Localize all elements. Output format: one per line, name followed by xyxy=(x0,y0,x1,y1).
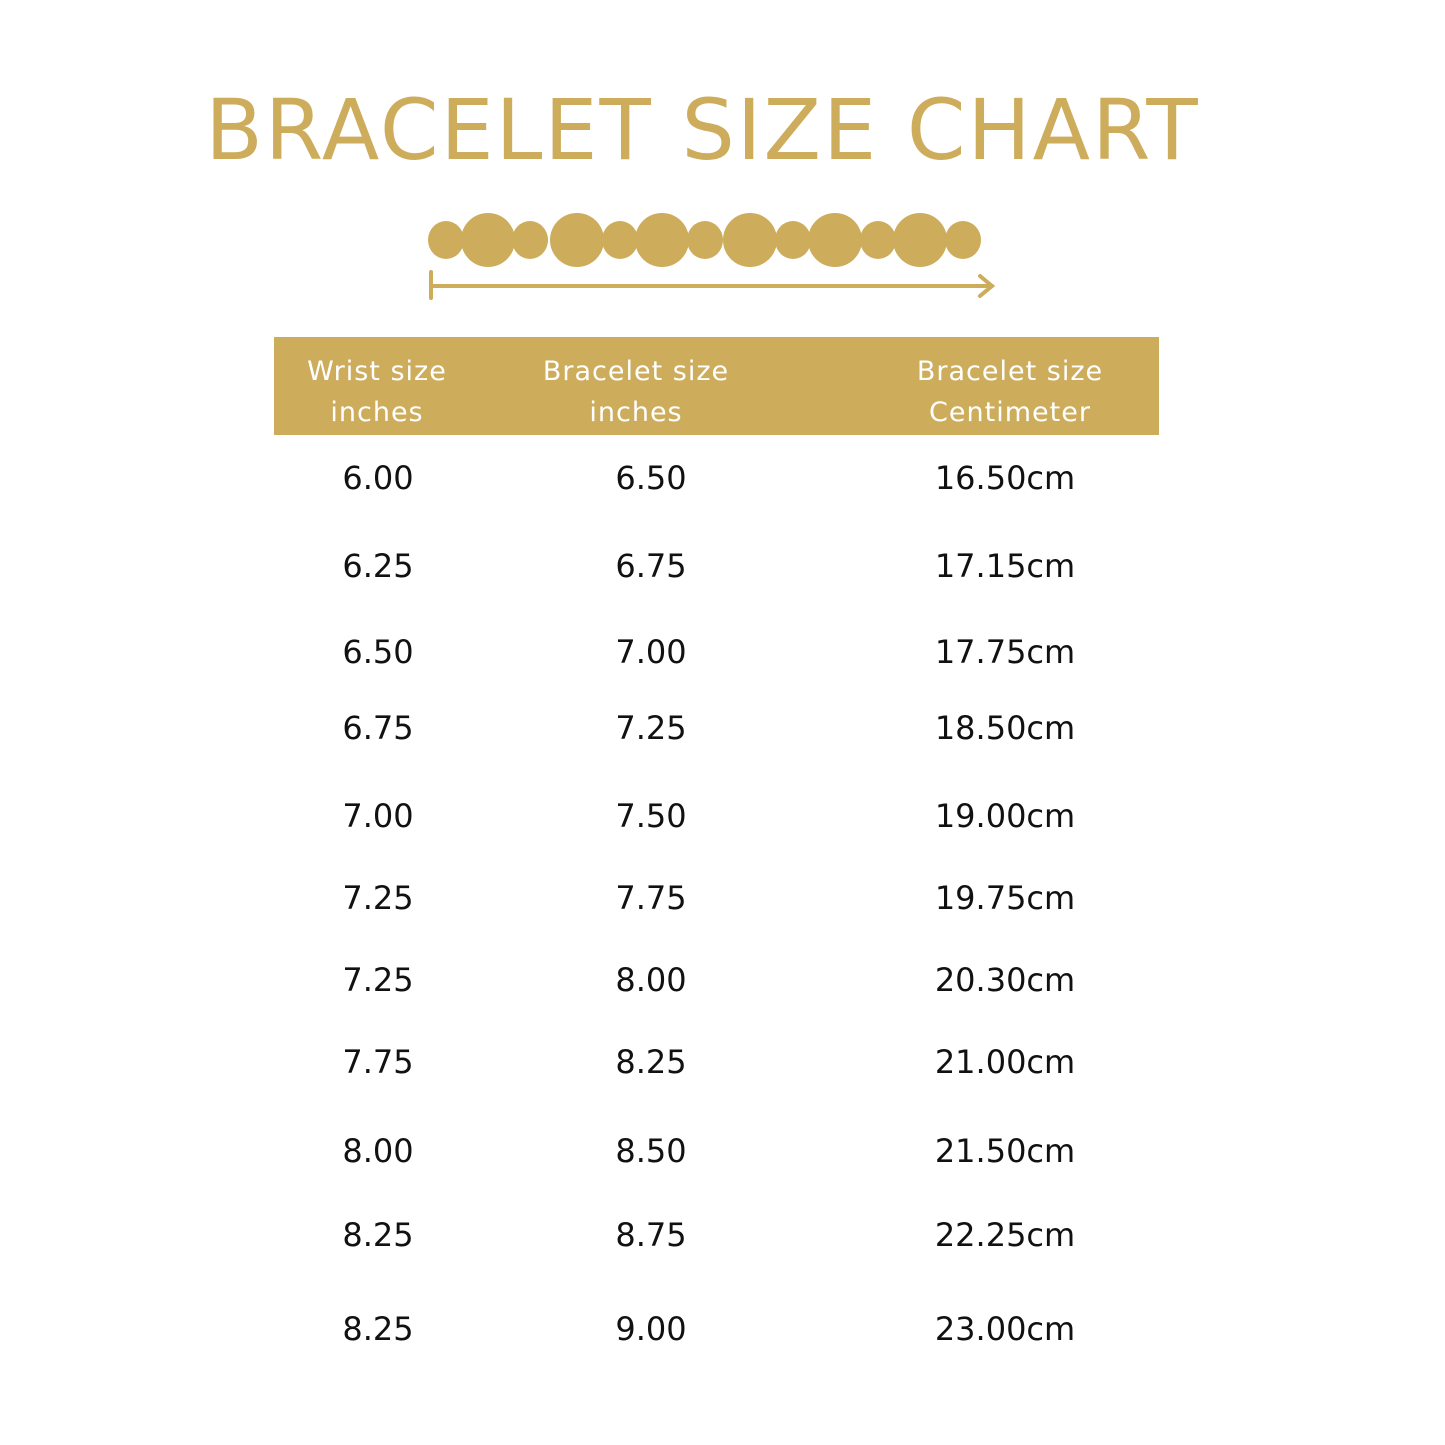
page-title: BRACELET SIZE CHART xyxy=(205,81,1200,179)
table-cell: 17.75cm xyxy=(934,633,1076,671)
bead xyxy=(428,221,464,259)
table-cell: 7.25 xyxy=(615,709,687,747)
table-cell: 23.00cm xyxy=(934,1310,1076,1348)
table-cell: 6.50 xyxy=(615,459,687,497)
table-cell: 8.25 xyxy=(342,1216,414,1254)
table-cell: 19.75cm xyxy=(934,879,1076,917)
bead xyxy=(723,213,777,267)
table-cell: 8.00 xyxy=(342,1132,414,1170)
table-cell: 21.50cm xyxy=(934,1132,1076,1170)
bead xyxy=(635,213,689,267)
table-cell: 7.25 xyxy=(342,879,414,917)
table-cell: 7.25 xyxy=(342,961,414,999)
table-cell: 6.00 xyxy=(342,459,414,497)
table-cell: 8.00 xyxy=(615,961,687,999)
bead xyxy=(512,221,548,259)
table-cell: 8.75 xyxy=(615,1216,687,1254)
table-cell: 8.25 xyxy=(342,1310,414,1348)
bead xyxy=(550,213,604,267)
bead xyxy=(808,213,862,267)
table-cell: 18.50cm xyxy=(934,709,1076,747)
table-cell: 22.25cm xyxy=(934,1216,1076,1254)
table-cell: 6.25 xyxy=(342,547,414,585)
bead-bracelet-icon xyxy=(428,213,996,300)
header-bracelet-cm: Bracelet size Centimeter xyxy=(916,356,1104,428)
header-bracelet-inches: Bracelet size inches xyxy=(542,356,730,428)
table-cell: 20.30cm xyxy=(934,961,1076,999)
header-wrist-size: Wrist size inches xyxy=(307,356,447,428)
bead xyxy=(687,221,723,259)
table-cell: 6.75 xyxy=(615,547,687,585)
table-cell: 6.50 xyxy=(342,633,414,671)
bead xyxy=(602,221,638,259)
table-cell: 7.75 xyxy=(342,1043,414,1081)
table-cell: 17.15cm xyxy=(934,547,1076,585)
table-header: Wrist size inches Bracelet size inches Bra… xyxy=(274,337,1159,435)
table-cell: 8.50 xyxy=(615,1132,687,1170)
table-cell: 21.00cm xyxy=(934,1043,1076,1081)
table-cell: 16.50cm xyxy=(934,459,1076,497)
table-cell: 7.00 xyxy=(342,797,414,835)
arrow-right-icon xyxy=(429,270,996,300)
table-cell: 6.75 xyxy=(342,709,414,747)
table-cell: 19.00cm xyxy=(934,797,1076,835)
table-cell: 7.75 xyxy=(615,879,687,917)
table-cell: 7.00 xyxy=(615,633,687,671)
table-cell: 7.50 xyxy=(615,797,687,835)
bead xyxy=(945,221,981,259)
bead xyxy=(461,213,515,267)
bead xyxy=(775,221,811,259)
table-cell: 9.00 xyxy=(615,1310,687,1348)
table-cell: 8.25 xyxy=(615,1043,687,1081)
bead xyxy=(860,221,896,259)
bead xyxy=(893,213,947,267)
